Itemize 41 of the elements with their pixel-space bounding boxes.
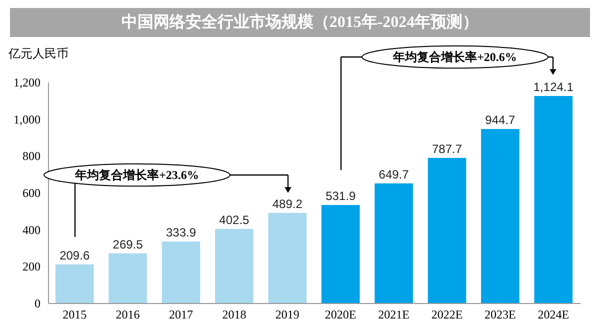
- x-tick-label: 2021E: [378, 308, 410, 322]
- bar: [374, 183, 413, 303]
- x-tick-label: 2020E: [324, 308, 356, 322]
- bar: [321, 205, 360, 303]
- bar: [215, 228, 254, 303]
- bar: [55, 264, 94, 303]
- bar: [108, 253, 147, 303]
- data-label: 787.7: [432, 142, 462, 156]
- data-label: 1,124.1: [533, 80, 574, 94]
- data-label: 402.5: [219, 212, 250, 227]
- x-tick-label: 2019: [275, 308, 300, 322]
- y-tick-label: 400: [22, 222, 40, 237]
- bar: [428, 158, 466, 303]
- x-tick-label: 2015: [62, 308, 87, 322]
- y-tick-label: 600: [22, 186, 40, 200]
- x-tick-label: 2018: [222, 308, 246, 322]
- y-tick-label: 200: [22, 260, 40, 274]
- y-tick-label: 1,200: [14, 76, 40, 90]
- data-label: 209.6: [60, 248, 90, 262]
- y-axis-title: 亿元人民币: [8, 46, 68, 60]
- data-label: 531.9: [326, 189, 356, 204]
- y-tick-label: 1,000: [14, 112, 40, 126]
- x-tick-label: 2022E: [431, 308, 463, 322]
- x-tick-label: 2017: [169, 308, 193, 322]
- chart-title: 中国网络安全行业市场规模（2015年-2024年预测）: [10, 8, 590, 37]
- y-tick-label: 0: [34, 296, 40, 310]
- text: 年均复合增长率+20.6%: [392, 50, 517, 64]
- x-tick-label: 2016: [116, 308, 140, 322]
- bar: [481, 129, 520, 303]
- data-label: 489.2: [272, 196, 303, 211]
- annotation: 年均复合增长率+23.6%: [74, 168, 199, 182]
- y-tick-label: 800: [22, 149, 40, 164]
- bar: [534, 96, 573, 303]
- bar: [268, 212, 307, 303]
- data-label: 269.5: [112, 237, 144, 252]
- data-label: 649.7: [378, 167, 410, 182]
- x-tick-label: 2024E: [538, 308, 570, 322]
- bar: [162, 242, 200, 303]
- data-label: 333.9: [166, 226, 196, 240]
- x-tick-label: 2023E: [484, 308, 516, 322]
- data-label: 944.7: [485, 113, 516, 128]
